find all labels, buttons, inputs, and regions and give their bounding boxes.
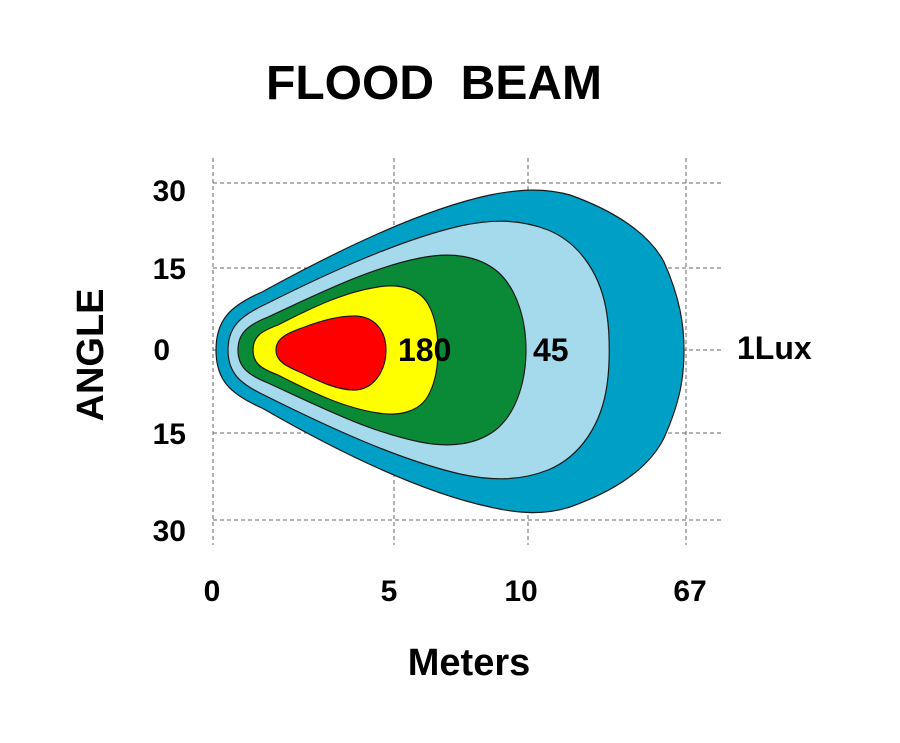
x-tick-label-10: 10 — [504, 575, 537, 608]
x-axis-label: Meters — [408, 642, 531, 684]
y-tick-label-30-bottom: 30 — [153, 515, 186, 548]
y-tick-label-0: 0 — [153, 334, 170, 367]
zone-label-180: 180 — [398, 332, 451, 368]
y-tick-label-15-bottom: 15 — [153, 418, 186, 451]
chart-title: FLOOD BEAM — [266, 57, 602, 110]
y-tick-label-30-top: 30 — [153, 175, 186, 208]
x-tick-label-67: 67 — [673, 575, 706, 608]
zone-label-45: 45 — [533, 332, 569, 368]
zone-label-1lux: 1Lux — [737, 330, 812, 366]
zone-labels: 180 45 1Lux — [398, 330, 812, 368]
beam-zones — [215, 189, 685, 514]
x-tick-label-5: 5 — [381, 575, 398, 608]
y-tick-labels: 30 15 0 15 30 — [153, 175, 186, 548]
zone-red — [275, 315, 387, 391]
y-axis-label: ANGLE — [70, 289, 112, 422]
y-tick-label-15-top: 15 — [153, 253, 186, 286]
x-tick-label-0: 0 — [204, 575, 221, 608]
x-tick-labels: 0 5 10 67 — [204, 575, 707, 608]
